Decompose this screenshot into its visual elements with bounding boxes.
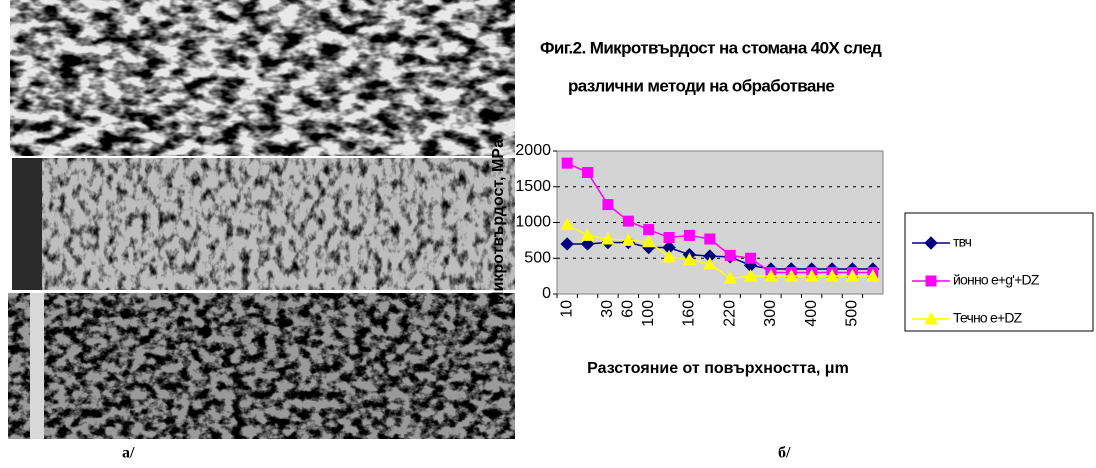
caption: а/ [122, 445, 135, 462]
chart-title: Фиг.2. Микротвърдост на стомана 40Х след [540, 38, 882, 57]
legend-label: твч [953, 234, 972, 250]
micrographs [8, 0, 515, 439]
data-point [562, 158, 572, 168]
x-tick-label: 300 [762, 300, 779, 327]
y-tick-label: 2000 [515, 142, 551, 159]
figure: а/ б/ Фиг.2. Микротвърдост на стомана 40… [0, 0, 1096, 468]
x-tick-label: 400 [803, 300, 820, 327]
x-tick-label: 220 [721, 300, 738, 327]
y-axis-label: Микротвърдост, MPa [490, 139, 507, 305]
data-point [664, 233, 674, 243]
data-point [603, 200, 613, 210]
x-tick-label: 100 [640, 300, 657, 327]
y-tick-label: 1500 [515, 178, 551, 195]
caption: б/ [778, 445, 791, 462]
data-point [684, 230, 694, 240]
x-tick-label: 60 [620, 300, 637, 318]
legend-label: Течно e+DZ [953, 310, 1023, 326]
y-tick-label: 1000 [515, 214, 551, 231]
data-point [725, 250, 735, 260]
data-point [623, 216, 633, 226]
y-tick-label: 500 [524, 249, 551, 266]
y-tick-label: 0 [542, 285, 551, 302]
data-point [644, 225, 654, 235]
chart-title: различни методи на обработване [568, 76, 834, 95]
x-tick-label: 10 [558, 300, 575, 318]
x-tick-label: 500 [844, 300, 861, 327]
x-tick-label: 30 [599, 300, 616, 318]
data-point [705, 234, 715, 244]
x-tick-label: 160 [681, 300, 698, 327]
data-point [583, 167, 593, 177]
x-axis-label: Разстояние от повърхността, μm [587, 360, 849, 377]
legend: твч йонно e+g'+DZ Течно e+DZ [905, 213, 1093, 331]
legend-marker [926, 276, 936, 286]
data-point [746, 253, 756, 263]
legend-label: йонно e+g'+DZ [953, 272, 1040, 288]
